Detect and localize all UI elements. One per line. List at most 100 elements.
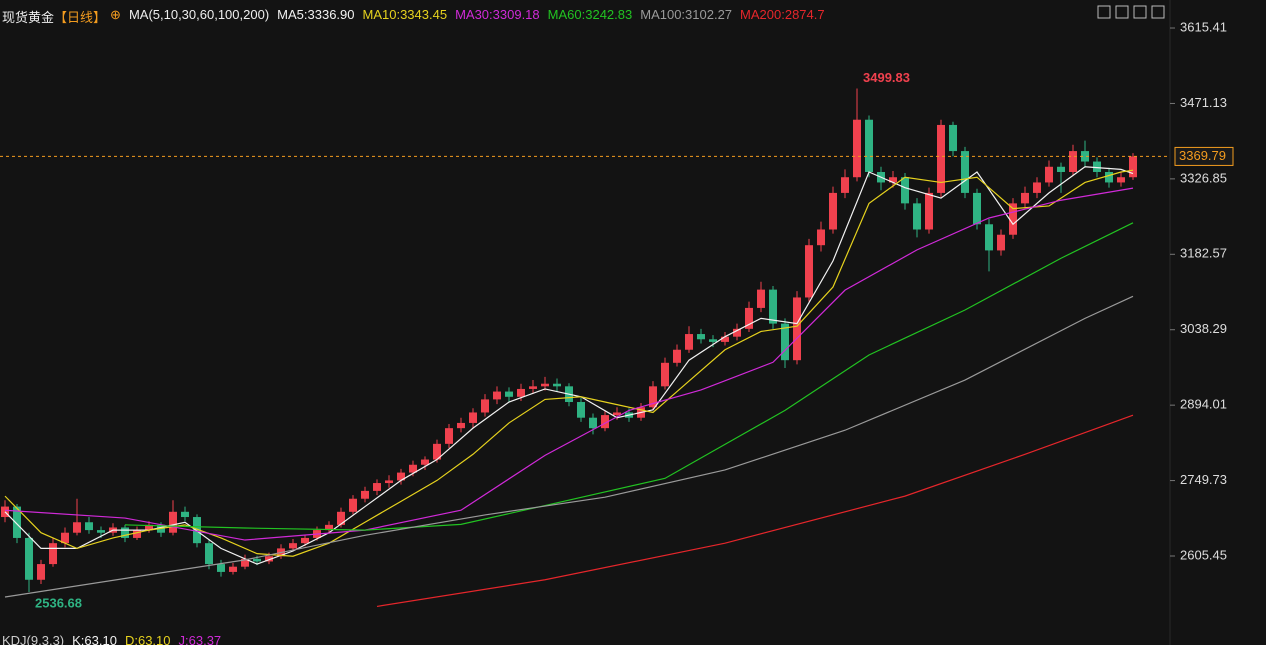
candle-body bbox=[121, 527, 129, 538]
candle-body bbox=[613, 412, 621, 416]
candle-body bbox=[709, 339, 717, 342]
candle-body bbox=[745, 307, 753, 329]
candle-body bbox=[697, 334, 705, 340]
candle-body bbox=[805, 245, 813, 298]
candle-body bbox=[769, 289, 777, 324]
candle-body bbox=[649, 386, 657, 408]
candle-body bbox=[505, 391, 513, 397]
candle-body bbox=[349, 498, 357, 512]
header: 现货黄金 【日线】 ⊕ MA(5,10,30,60,100,200) MA5:3… bbox=[2, 7, 825, 26]
candle-body bbox=[1045, 166, 1053, 183]
legend-item: MA100:3102.27 bbox=[640, 7, 733, 22]
period[interactable]: 【日线】 bbox=[54, 10, 107, 25]
candle-body bbox=[481, 399, 489, 413]
candle-body bbox=[517, 388, 525, 397]
candle-body bbox=[433, 443, 441, 460]
candle-body bbox=[1033, 182, 1041, 193]
ma-line bbox=[376, 414, 1134, 608]
legend-item: MA5:3336.90 bbox=[277, 7, 355, 22]
ma-line bbox=[4, 166, 1134, 565]
ma-line bbox=[4, 295, 1134, 598]
candle-body bbox=[145, 524, 153, 531]
candle-body bbox=[889, 177, 897, 183]
candle-body bbox=[241, 558, 249, 567]
extreme-label: 3499.83 bbox=[863, 70, 910, 85]
tool-icon[interactable] bbox=[1133, 5, 1147, 19]
candle-body bbox=[589, 417, 597, 429]
tool-icon[interactable] bbox=[1115, 5, 1129, 19]
candle-body bbox=[409, 464, 417, 473]
y-tick-label: 3615.41 bbox=[1180, 19, 1227, 34]
candle-body bbox=[997, 234, 1005, 251]
candle-body bbox=[529, 386, 537, 389]
candle-body bbox=[133, 530, 141, 538]
kdj-item: K:63.10 bbox=[72, 633, 117, 645]
candle-body bbox=[169, 511, 177, 533]
candle-body bbox=[73, 522, 81, 533]
candle-body bbox=[13, 506, 21, 538]
y-tick-label: 3182.57 bbox=[1180, 246, 1227, 261]
kdj-item: J:63.37 bbox=[178, 633, 222, 645]
candle-body bbox=[1081, 151, 1089, 162]
candle-body bbox=[757, 289, 765, 308]
candle-body bbox=[973, 192, 981, 225]
candle-body bbox=[733, 328, 741, 337]
candle-body bbox=[685, 334, 693, 350]
last-price-box bbox=[1174, 146, 1234, 166]
candle-body bbox=[1021, 192, 1029, 204]
indicator-label[interactable]: MA(5,10,30,60,100,200) bbox=[128, 7, 270, 22]
candle-body bbox=[337, 511, 345, 525]
candle-body bbox=[865, 119, 873, 172]
candle-body bbox=[577, 402, 585, 418]
add-icon[interactable]: ⊕ bbox=[110, 7, 121, 22]
candle-body bbox=[937, 124, 945, 193]
candle-body bbox=[985, 224, 993, 251]
candle-body bbox=[421, 459, 429, 465]
candle-body bbox=[37, 564, 45, 580]
candle-body bbox=[193, 517, 201, 544]
candle-body bbox=[601, 415, 609, 429]
candle-body bbox=[781, 323, 789, 361]
candle-body bbox=[661, 362, 669, 387]
candle-body bbox=[961, 151, 969, 193]
candle-body bbox=[289, 543, 297, 549]
legend-item: MA60:3242.83 bbox=[547, 7, 633, 22]
ma-line bbox=[4, 169, 1134, 557]
candle-body bbox=[1105, 171, 1113, 183]
candle-body bbox=[853, 119, 861, 178]
tool-icon[interactable] bbox=[1097, 5, 1111, 19]
candle-body bbox=[181, 511, 189, 518]
y-tick-label: 2894.01 bbox=[1180, 397, 1227, 412]
legend-item: MA30:3309.18 bbox=[455, 7, 540, 22]
y-tick-label: 3326.85 bbox=[1180, 170, 1227, 185]
candle-body bbox=[85, 522, 93, 531]
candle-body bbox=[913, 203, 921, 230]
candle-body bbox=[925, 192, 933, 230]
y-tick-label: 2749.73 bbox=[1180, 472, 1227, 487]
candle-body bbox=[61, 532, 69, 544]
extreme-label: 2536.68 bbox=[35, 595, 82, 610]
candle-body bbox=[817, 229, 825, 246]
candle-body bbox=[829, 192, 837, 230]
candle-body bbox=[373, 483, 381, 491]
candle-body bbox=[445, 428, 453, 444]
candle-body bbox=[1009, 203, 1017, 235]
candle-body bbox=[229, 566, 237, 572]
candle-body bbox=[493, 391, 501, 400]
footer: KDJ(9,3,3) K:63.10 D:63.10 J:63.37 bbox=[2, 633, 221, 645]
symbol-title: 现货黄金 bbox=[2, 10, 55, 25]
last-price-label: 3369.79 bbox=[1179, 148, 1226, 163]
candle-body bbox=[385, 480, 393, 484]
ma-line bbox=[124, 222, 1134, 531]
legend-item: MA10:3343.45 bbox=[362, 7, 448, 22]
candle-body bbox=[1057, 166, 1065, 172]
candle-body bbox=[469, 412, 477, 423]
candle-body bbox=[949, 124, 957, 152]
candle-body bbox=[301, 537, 309, 544]
candle-body bbox=[1069, 151, 1077, 172]
tool-icon[interactable] bbox=[1151, 5, 1165, 19]
candle-body bbox=[1129, 156, 1137, 178]
candle-body bbox=[361, 490, 369, 499]
candle-body bbox=[721, 336, 729, 342]
